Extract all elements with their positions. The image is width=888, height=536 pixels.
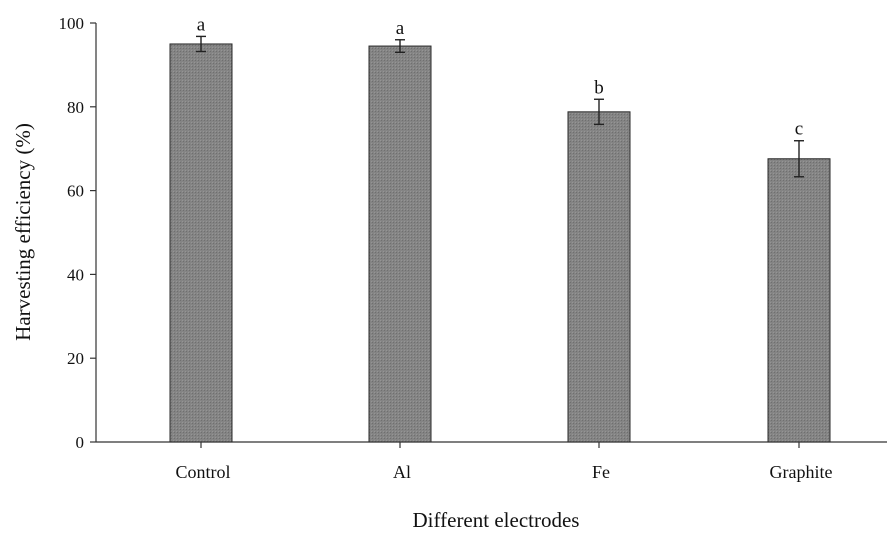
bar-control [169,43,233,443]
y-axis-title: Harvesting efficiency (%) [11,123,35,341]
significance-label: a [197,14,206,35]
bar-fe [567,111,631,443]
bar-al [368,45,432,443]
y-tick-label: 40 [67,265,84,284]
y-tick-label: 0 [76,433,85,452]
y-tick-label: 100 [59,14,85,33]
y-tick-label: 60 [67,182,84,201]
significance-label: a [396,18,405,39]
significance-label: c [795,119,803,140]
plot-area: 0 20 40 60 80 100 a Control a Al b Fe c Graphite [59,14,887,482]
x-tick-label: Al [393,462,411,482]
x-tick-label: Fe [592,462,610,482]
bar-graphite [767,158,831,443]
significance-label: b [594,77,604,98]
y-tick-label: 80 [67,98,84,117]
x-tick-label: Control [175,462,230,482]
x-axis-title: Different electrodes [413,508,580,532]
x-tick-label: Graphite [770,462,833,482]
y-tick-label: 20 [67,349,84,368]
